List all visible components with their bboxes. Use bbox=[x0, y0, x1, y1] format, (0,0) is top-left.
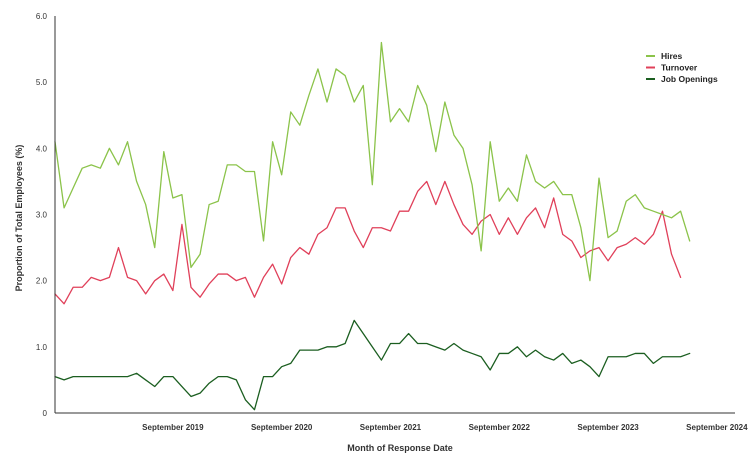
x-tick-label: September 2022 bbox=[469, 423, 531, 432]
y-tick-label: 5.0 bbox=[36, 78, 48, 87]
y-tick-label: 4.0 bbox=[36, 144, 48, 153]
y-tick-label: 3.0 bbox=[36, 211, 48, 220]
y-tick-label: 0 bbox=[43, 409, 48, 418]
y-tick-label: 2.0 bbox=[36, 277, 48, 286]
series-line-job-openings bbox=[54, 319, 691, 411]
series-line-turnover bbox=[54, 180, 682, 305]
y-axis-title: Proportion of Total Employees (%) bbox=[14, 145, 24, 292]
x-tick-label: September 2019 bbox=[142, 423, 204, 432]
x-tick-label: September 2023 bbox=[577, 423, 639, 432]
y-tick-label: 1.0 bbox=[36, 343, 48, 352]
x-axis-title: Month of Response Date bbox=[347, 443, 453, 453]
y-tick-label: 6.0 bbox=[36, 12, 48, 21]
x-axis-ticks: September 2019 September 2020 September 20… bbox=[142, 423, 748, 432]
x-tick-label: September 2024 bbox=[686, 423, 748, 432]
legend-label-turnover: Turnover bbox=[661, 63, 698, 73]
y-axis-ticks: 0 1.0 2.0 3.0 4.0 5.0 6.0 bbox=[36, 12, 48, 418]
x-tick-label: September 2020 bbox=[251, 423, 313, 432]
series-line-hires bbox=[54, 41, 691, 282]
legend-label-hires: Hires bbox=[661, 51, 683, 61]
legend-label-job-openings: Job Openings bbox=[661, 74, 718, 84]
series-lines bbox=[54, 41, 691, 411]
x-tick-label: September 2021 bbox=[360, 423, 422, 432]
